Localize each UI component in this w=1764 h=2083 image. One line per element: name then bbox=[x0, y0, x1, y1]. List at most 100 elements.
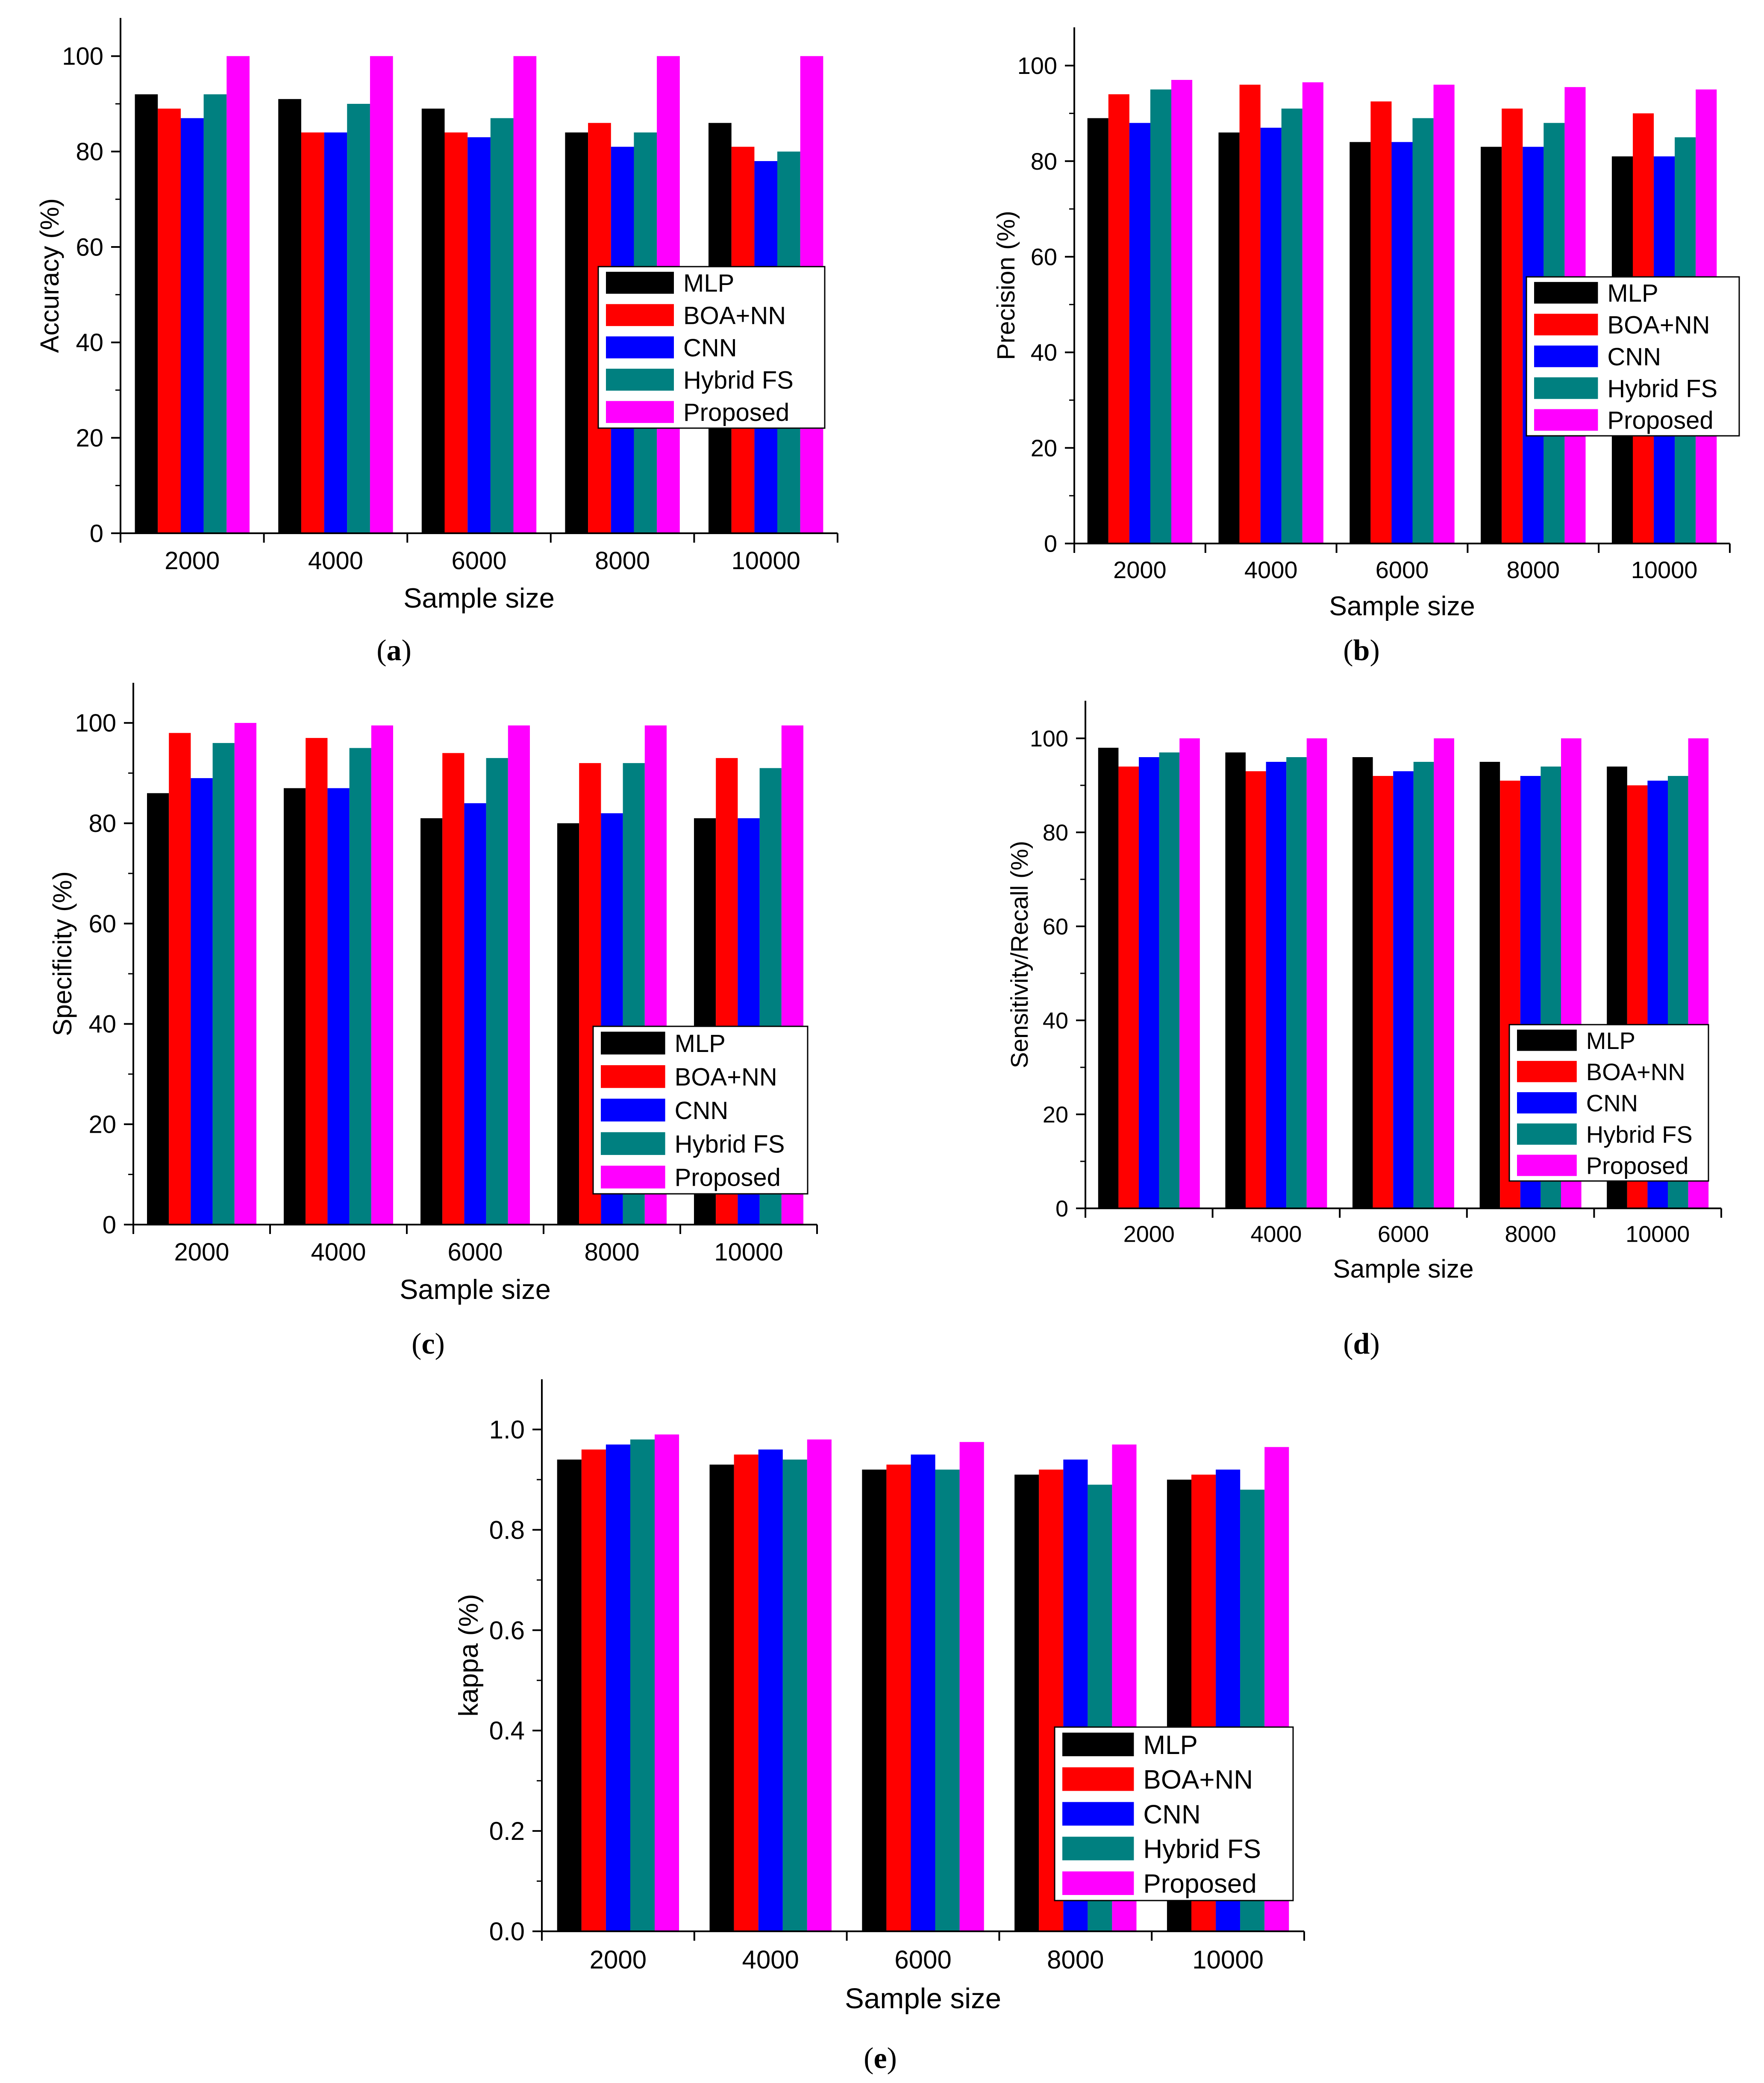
legend-swatch-a bbox=[606, 272, 674, 294]
legend-swatch-a bbox=[606, 336, 674, 358]
x-tick-label-c: 10000 bbox=[714, 1238, 783, 1266]
y-tick-label-b: 20 bbox=[1031, 435, 1057, 461]
bar-d-cnn-6000 bbox=[1393, 771, 1414, 1208]
x-tick-label-a: 8000 bbox=[595, 547, 650, 575]
y-axis-title-a: Accuracy (%) bbox=[35, 198, 64, 353]
x-tick-label-b: 6000 bbox=[1376, 556, 1429, 583]
y-tick-label-d: 20 bbox=[1043, 1102, 1068, 1128]
legend-label-a: Proposed bbox=[683, 399, 789, 426]
bar-a-hybrid-fs-2000 bbox=[203, 94, 227, 534]
bar-a-boa-nn-4000 bbox=[301, 132, 324, 533]
legend-swatch-b bbox=[1534, 409, 1598, 431]
legend-label-a: CNN bbox=[683, 334, 737, 362]
bar-d-proposed-6000 bbox=[1434, 738, 1454, 1208]
bar-c-boa-nn-2000 bbox=[169, 733, 191, 1225]
legend-swatch-c bbox=[601, 1065, 665, 1088]
legend-label-e: BOA+NN bbox=[1143, 1765, 1253, 1795]
bar-b-mlp-2000 bbox=[1087, 118, 1108, 544]
bar-d-hybrid-fs-2000 bbox=[1159, 752, 1180, 1208]
x-axis-title-a: Sample size bbox=[403, 582, 555, 614]
legend-swatch-d bbox=[1517, 1061, 1577, 1082]
legend-label-e: Hybrid FS bbox=[1143, 1835, 1261, 1864]
legend-label-d: Proposed bbox=[1586, 1152, 1689, 1179]
bar-d-mlp-2000 bbox=[1098, 748, 1119, 1208]
legend-label-b: Proposed bbox=[1607, 407, 1713, 435]
legend-swatch-a bbox=[606, 401, 674, 423]
y-tick-label-a: 0 bbox=[90, 520, 103, 547]
legend-c: MLP BOA+NN CNN Hybrid FS Proposed bbox=[592, 1025, 808, 1195]
bar-e-boa-nn-2000 bbox=[581, 1449, 606, 1931]
legend-label-b: CNN bbox=[1607, 343, 1661, 371]
legend-label-e: Proposed bbox=[1143, 1869, 1256, 1899]
y-tick-label-b: 40 bbox=[1031, 339, 1057, 366]
legend-swatch-b bbox=[1534, 282, 1598, 304]
bar-e-mlp-6000 bbox=[862, 1469, 887, 1931]
legend-swatch-d bbox=[1517, 1155, 1577, 1176]
bar-a-hybrid-fs-4000 bbox=[347, 104, 370, 533]
bar-a-proposed-2000 bbox=[226, 56, 250, 533]
bar-c-cnn-4000 bbox=[327, 788, 350, 1225]
legend-swatch-c bbox=[601, 1132, 665, 1155]
x-tick-label-e: 6000 bbox=[894, 1945, 951, 1974]
bar-b-cnn-2000 bbox=[1129, 123, 1150, 544]
legend-label-d: Hybrid FS bbox=[1586, 1121, 1693, 1148]
legend-e: MLP BOA+NN CNN Hybrid FS Proposed bbox=[1054, 1726, 1294, 1901]
y-tick-label-d: 80 bbox=[1043, 820, 1068, 846]
x-tick-label-c: 2000 bbox=[174, 1238, 229, 1266]
y-tick-label-e: 0.2 bbox=[489, 1817, 525, 1845]
legend-swatch-d bbox=[1517, 1029, 1577, 1051]
bar-e-cnn-2000 bbox=[606, 1444, 630, 1931]
bar-d-cnn-2000 bbox=[1139, 757, 1159, 1208]
bar-a-mlp-2000 bbox=[135, 94, 158, 534]
y-axis-title-c: Specificity (%) bbox=[48, 871, 77, 1036]
y-tick-label-c: 40 bbox=[88, 1011, 116, 1038]
x-tick-label-d: 8000 bbox=[1505, 1221, 1556, 1247]
y-tick-label-e: 0.8 bbox=[489, 1516, 525, 1544]
legend-label-c: CNN bbox=[675, 1097, 729, 1125]
bar-a-proposed-4000 bbox=[370, 56, 393, 533]
y-tick-label-c: 80 bbox=[88, 810, 116, 837]
bar-b-mlp-6000 bbox=[1349, 142, 1371, 544]
bar-c-proposed-6000 bbox=[508, 725, 530, 1225]
bar-b-cnn-6000 bbox=[1391, 142, 1413, 544]
panel-caption-c: (c) bbox=[412, 1328, 445, 1360]
bar-c-cnn-2000 bbox=[191, 778, 213, 1225]
x-tick-label-b: 8000 bbox=[1507, 556, 1560, 583]
bar-d-boa-nn-6000 bbox=[1373, 776, 1394, 1208]
legend-a: MLP BOA+NN CNN Hybrid FS Proposed bbox=[597, 266, 826, 429]
bar-b-boa-nn-6000 bbox=[1370, 101, 1392, 544]
bar-c-proposed-4000 bbox=[371, 725, 393, 1225]
x-tick-label-b: 2000 bbox=[1113, 556, 1167, 583]
panel-caption-e: (e) bbox=[864, 2042, 897, 2075]
x-tick-label-e: 4000 bbox=[742, 1945, 799, 1974]
y-axis-title-b: Precision (%) bbox=[992, 211, 1020, 360]
y-tick-label-d: 0 bbox=[1055, 1196, 1068, 1222]
chart-panel-b: 0 20 40 60 80 100 2000 4000 6000 8000 10000 Sample … bbox=[992, 27, 1740, 667]
bar-c-mlp-6000 bbox=[420, 818, 443, 1225]
bar-a-cnn-4000 bbox=[324, 132, 347, 533]
bar-c-proposed-2000 bbox=[234, 723, 256, 1225]
legend-label-c: Proposed bbox=[675, 1164, 781, 1192]
legend-swatch-e bbox=[1062, 1802, 1134, 1826]
legend-label-b: MLP bbox=[1607, 279, 1658, 307]
y-tick-label-b: 0 bbox=[1044, 530, 1057, 557]
legend-label-a: BOA+NN bbox=[683, 302, 786, 329]
bar-e-proposed-4000 bbox=[807, 1439, 832, 1931]
x-tick-label-a: 10000 bbox=[732, 547, 800, 575]
bar-d-proposed-4000 bbox=[1306, 738, 1327, 1208]
legend-label-e: MLP bbox=[1143, 1730, 1197, 1760]
legend-d: MLP BOA+NN CNN Hybrid FS Proposed bbox=[1508, 1024, 1709, 1182]
y-tick-label-e: 0.6 bbox=[489, 1616, 525, 1645]
bar-b-boa-nn-2000 bbox=[1108, 94, 1129, 544]
x-tick-label-d: 2000 bbox=[1123, 1221, 1175, 1247]
bar-b-boa-nn-4000 bbox=[1239, 85, 1261, 544]
bar-d-cnn-4000 bbox=[1266, 762, 1287, 1208]
legend-label-b: Hybrid FS bbox=[1607, 375, 1717, 402]
bar-c-mlp-4000 bbox=[284, 788, 306, 1225]
x-tick-label-d: 10000 bbox=[1626, 1221, 1690, 1247]
legend-label-d: MLP bbox=[1586, 1027, 1635, 1054]
x-tick-label-a: 2000 bbox=[165, 547, 220, 575]
y-tick-label-a: 20 bbox=[76, 424, 103, 452]
legend-label-c: BOA+NN bbox=[675, 1063, 777, 1091]
